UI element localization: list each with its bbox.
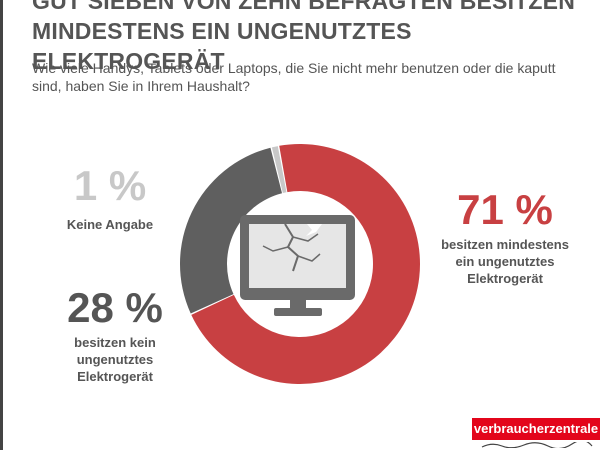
pct-owns-unused-device: 71 % — [457, 186, 553, 233]
label-none-line-2: ungenutztes — [76, 352, 154, 367]
label-no-answer: Keine Angabe — [50, 216, 170, 233]
question-line-2: sind, haben Sie in Ihrem Haushalt? — [32, 78, 250, 94]
label-owns-line-2: ein ungenutztes — [455, 254, 555, 269]
donut-slices — [180, 144, 420, 384]
brand-script-decoration — [481, 442, 593, 448]
label-owns-line-3: Elektrogerät — [467, 271, 543, 286]
title-line-2: mindestens ein ungenutztes Elektrogerät — [32, 18, 412, 74]
pct-no-unused-device: 28 % — [67, 284, 163, 331]
label-owns-unused-device: besitzen mindestens ein ungenutztes Elek… — [425, 236, 585, 287]
broken-monitor-icon — [240, 215, 355, 316]
label-owns-line-1: besitzen mindestens — [441, 237, 569, 252]
brand-wordmark: verbraucherzentrale — [472, 418, 600, 440]
label-none-line-1: besitzen kein — [74, 335, 156, 350]
donut-slice-none — [180, 147, 283, 314]
label-none-line-3: Elektrogerät — [77, 369, 153, 384]
chart-question: Wie viele Handys, Tablets oder Laptops, … — [32, 59, 572, 95]
donut-slice-no-answer — [271, 146, 287, 194]
question-line-1: Wie viele Handys, Tablets oder Laptops, … — [32, 60, 556, 76]
pct-no-answer: 1 % — [73, 162, 147, 209]
page-title: Gut sieben von zehn Befragten besitzen m… — [32, 0, 592, 76]
label-no-answer-line-1: Keine Angabe — [66, 217, 154, 232]
donut-chart — [180, 144, 420, 384]
left-frame-border — [0, 0, 3, 450]
title-line-1: Gut sieben von zehn Befragten besitzen — [32, 0, 576, 14]
donut-slice-owns — [191, 144, 420, 384]
label-no-unused-device: besitzen kein ungenutztes Elektrogerät — [45, 334, 185, 385]
brand-logo: verbraucherzentrale — [472, 418, 600, 448]
